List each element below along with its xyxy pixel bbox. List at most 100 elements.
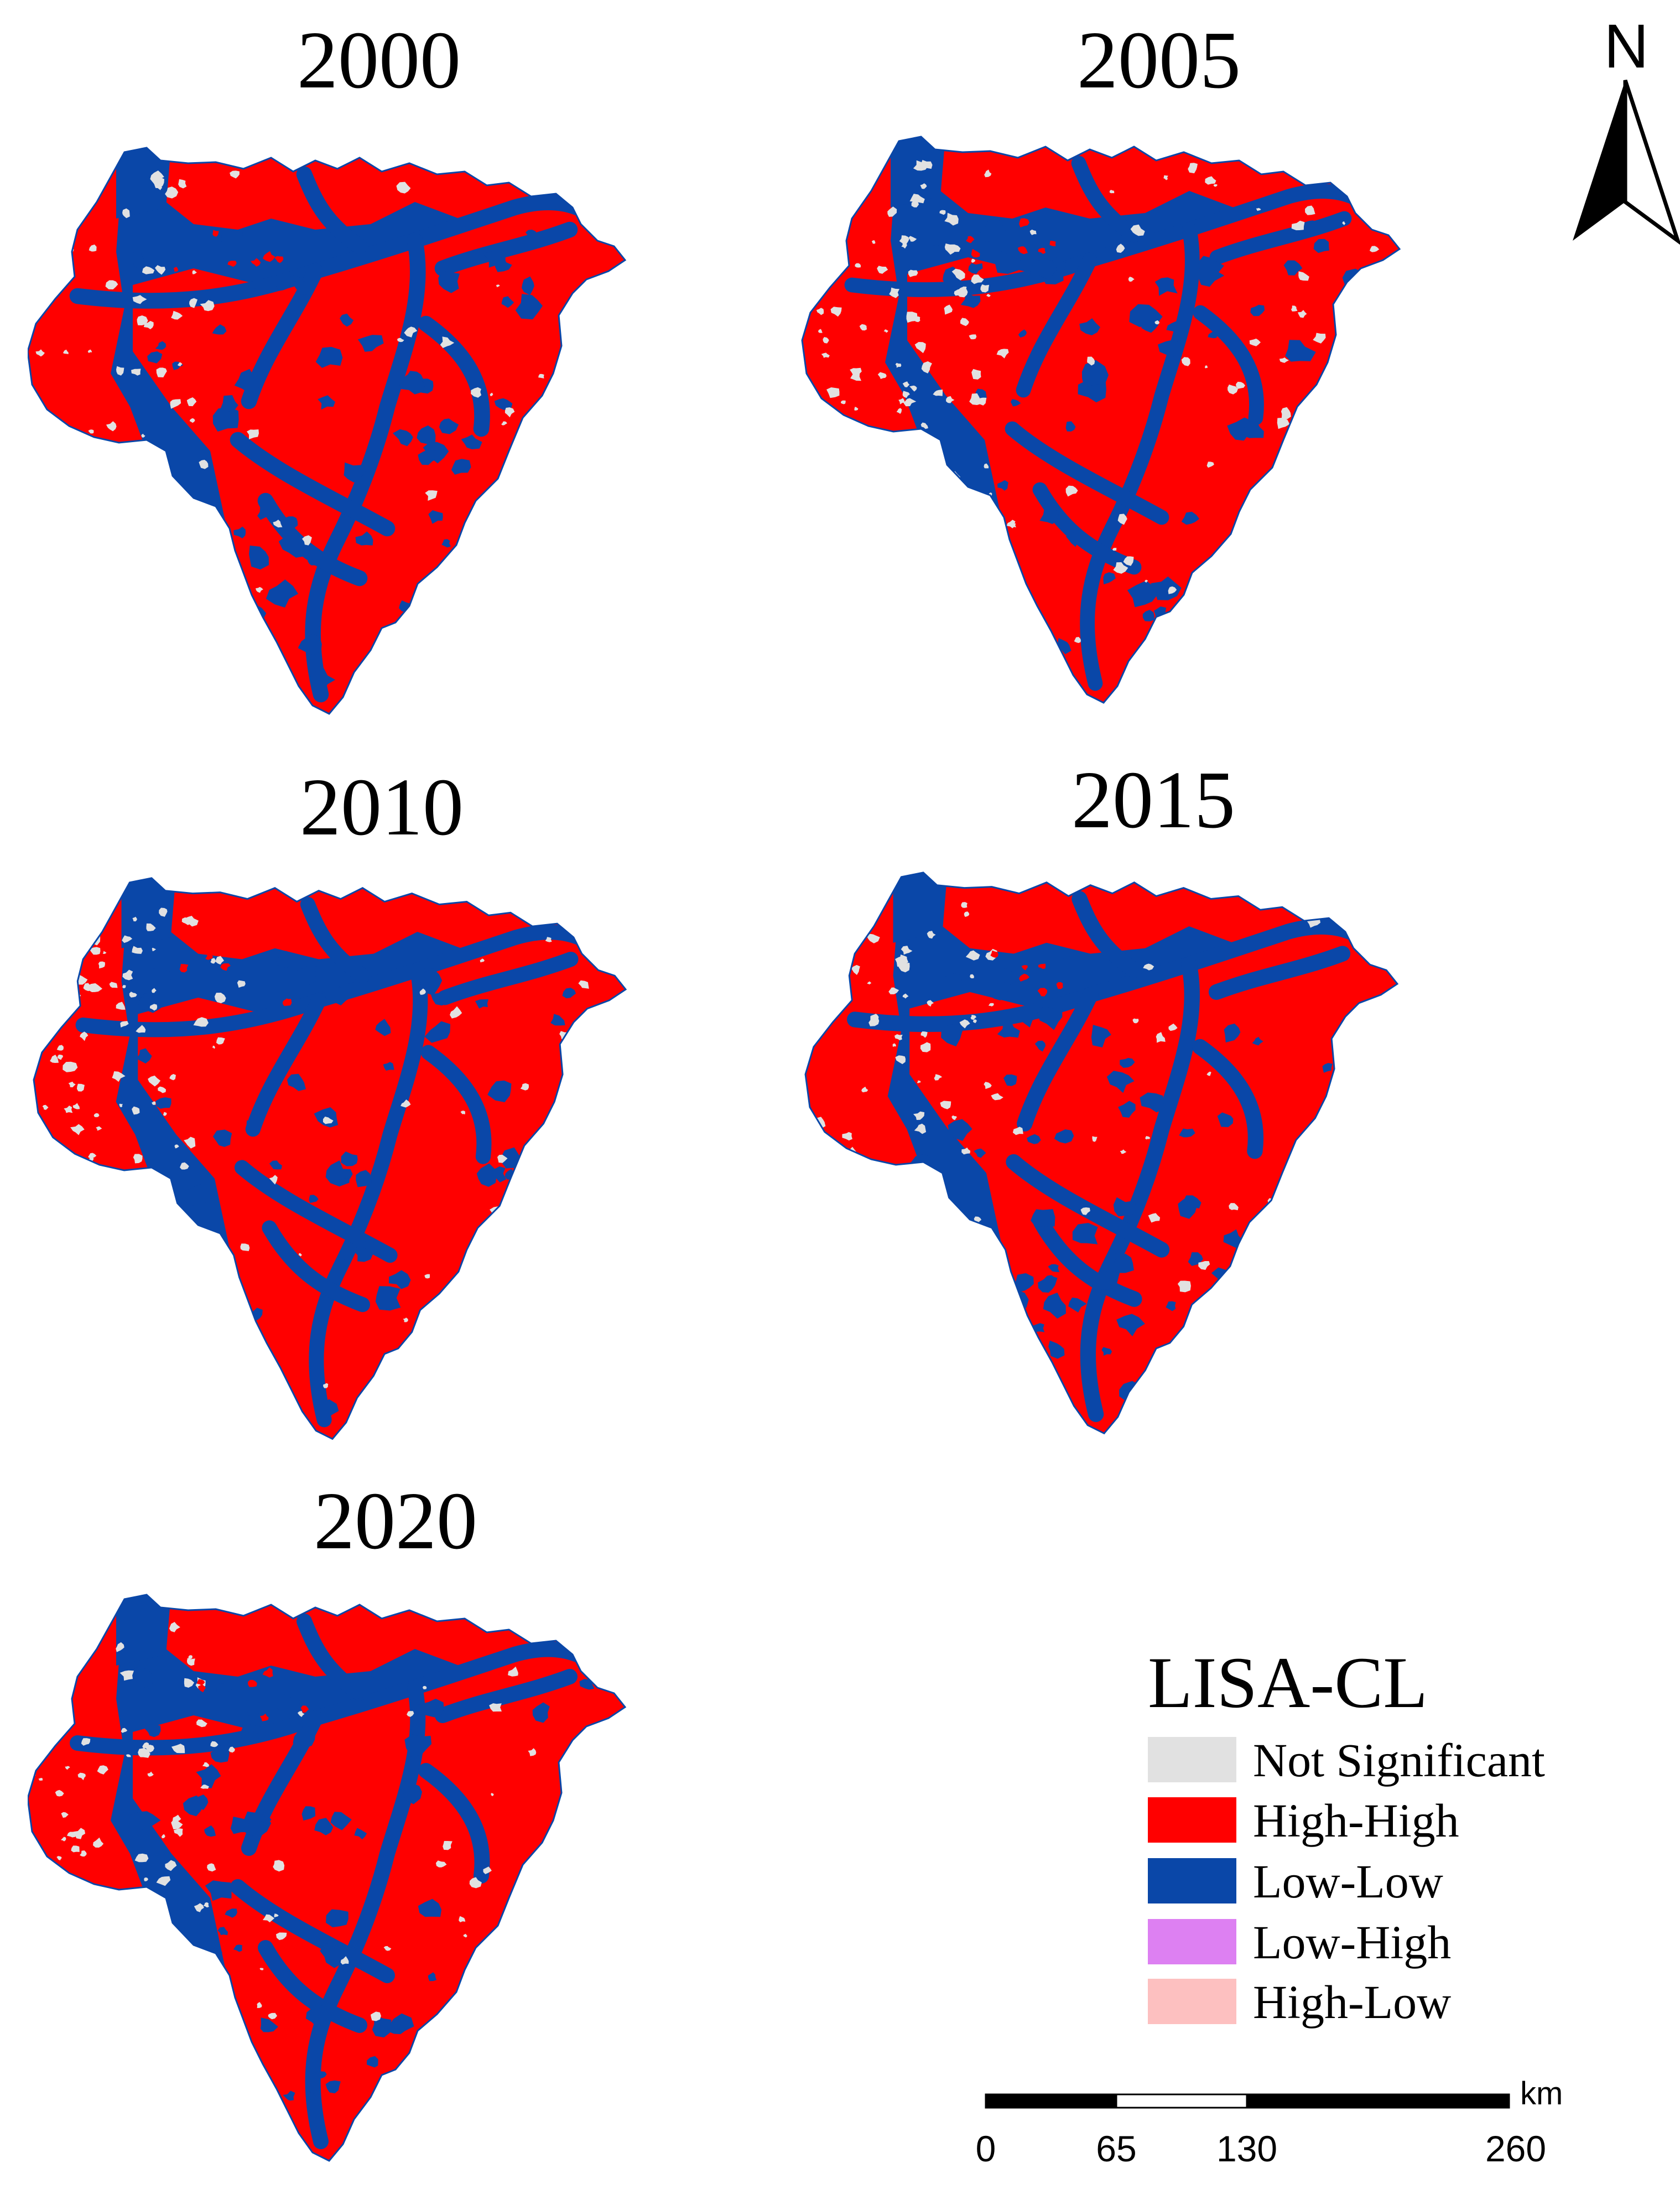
low-low-patch: [306, 2084, 319, 2094]
north-arrow-icon: [1573, 79, 1680, 245]
not-significant-patch: [202, 1762, 209, 1767]
not-significant-patch: [1279, 357, 1289, 363]
low-low-corridor: [329, 232, 426, 548]
low-low-patch: [491, 491, 516, 516]
not-significant-patch: [433, 1386, 440, 1393]
low-low-patch: [1048, 1264, 1060, 1273]
low-low-patch: [155, 680, 179, 699]
low-low-patch: [341, 1151, 358, 1166]
low-low-patch: [355, 531, 373, 546]
north-label: N: [1604, 12, 1649, 81]
not-significant-patch: [1299, 456, 1308, 465]
not-significant-patch: [921, 361, 932, 374]
low-low-patch: [924, 244, 946, 261]
scale-tick-0: 0: [975, 2128, 996, 2169]
not-significant-patch: [33, 1846, 41, 1855]
not-significant-patch: [174, 1144, 179, 1149]
not-significant-patch: [1323, 1235, 1329, 1241]
legend-label: Low-Low: [1253, 1855, 1443, 1908]
not-significant-patch: [921, 160, 933, 169]
low-low-patch: [941, 1024, 964, 1047]
not-significant-patch: [914, 1123, 927, 1134]
not-significant-patch: [498, 522, 511, 533]
low-low-patch: [330, 1812, 352, 1830]
low-low-patch: [1081, 360, 1109, 388]
low-low-patch: [566, 306, 584, 320]
not-significant-patch: [821, 352, 830, 358]
not-significant-patch: [240, 1243, 250, 1251]
low-low-patch: [354, 1828, 367, 1840]
not-significant-patch: [192, 270, 197, 274]
not-significant-patch: [65, 1766, 70, 1770]
not-significant-patch: [63, 349, 69, 354]
low-low-patch: [257, 506, 271, 520]
not-significant-patch: [814, 903, 826, 914]
low-low-patch: [1037, 1005, 1063, 1030]
not-significant-patch: [124, 697, 131, 702]
not-significant-patch: [189, 418, 195, 423]
not-significant-patch: [483, 1866, 492, 1874]
low-low-patch: [242, 678, 258, 691]
not-significant-patch: [186, 1658, 195, 1666]
not-significant-patch: [866, 933, 880, 943]
low-low-patch: [974, 658, 995, 680]
low-low-patch: [955, 490, 976, 510]
not-significant-patch: [459, 1916, 466, 1922]
not-significant-patch: [42, 1104, 49, 1110]
low-low-patch: [206, 2047, 227, 2069]
not-significant-patch: [808, 201, 813, 205]
not-significant-patch: [1291, 220, 1305, 231]
not-significant-patch: [823, 337, 829, 344]
low-low-patch: [1267, 1244, 1278, 1257]
low-low-patch: [129, 1667, 153, 1688]
low-low-patch: [1179, 1128, 1195, 1138]
scale-tick-260: 260: [1485, 2128, 1547, 2169]
not-significant-patch: [123, 1968, 129, 1973]
low-low-patch: [459, 595, 488, 617]
low-low-patch: [997, 480, 1008, 491]
low-low-patch: [221, 230, 243, 251]
low-low-patch: [1285, 340, 1316, 362]
not-significant-patch: [49, 1720, 61, 1730]
not-significant-patch: [952, 509, 961, 516]
not-significant-patch: [940, 1101, 951, 1109]
not-significant-patch: [497, 1154, 508, 1163]
low-low-patch: [1027, 1134, 1041, 1144]
not-significant-patch: [80, 1031, 89, 1041]
low-low-patch: [1322, 1062, 1333, 1073]
low-low-patch: [1079, 318, 1100, 335]
low-low-patch: [525, 1239, 545, 1256]
not-significant-patch: [63, 1061, 78, 1072]
low-low-patch: [1256, 1331, 1273, 1345]
not-significant-patch: [73, 1828, 86, 1839]
not-significant-patch: [971, 274, 984, 284]
low-low-patch: [580, 1338, 589, 1348]
not-significant-patch: [184, 1678, 195, 1688]
not-significant-patch: [31, 1884, 38, 1891]
not-significant-patch: [180, 1162, 189, 1170]
low-low-corridor: [300, 896, 371, 983]
not-significant-patch: [566, 1978, 571, 1983]
low-low-patch: [241, 2123, 255, 2135]
not-significant-patch: [207, 1284, 214, 1291]
low-low-patch: [994, 249, 1022, 274]
low-low-patch: [176, 2111, 196, 2127]
low-low-patch: [968, 263, 983, 274]
low-low-patch: [1198, 256, 1224, 278]
low-low-corridor: [434, 221, 578, 277]
scale-segment: [985, 2093, 1117, 2109]
not-significant-patch: [522, 1359, 534, 1370]
low-low-patch: [166, 626, 178, 635]
not-significant-patch: [50, 1055, 59, 1063]
not-significant-patch: [188, 1655, 193, 1659]
not-significant-patch: [932, 575, 936, 579]
low-low-corridor: [420, 1045, 492, 1164]
low-low-patch: [1236, 558, 1251, 574]
not-significant-patch: [189, 298, 197, 308]
low-low-corridor: [1071, 155, 1142, 243]
low-low-patch: [1032, 1323, 1045, 1332]
low-low-patch: [325, 2080, 341, 2094]
high-high-patch: [205, 953, 214, 960]
low-low-patch: [315, 2071, 327, 2079]
low-low-patch: [420, 968, 443, 996]
